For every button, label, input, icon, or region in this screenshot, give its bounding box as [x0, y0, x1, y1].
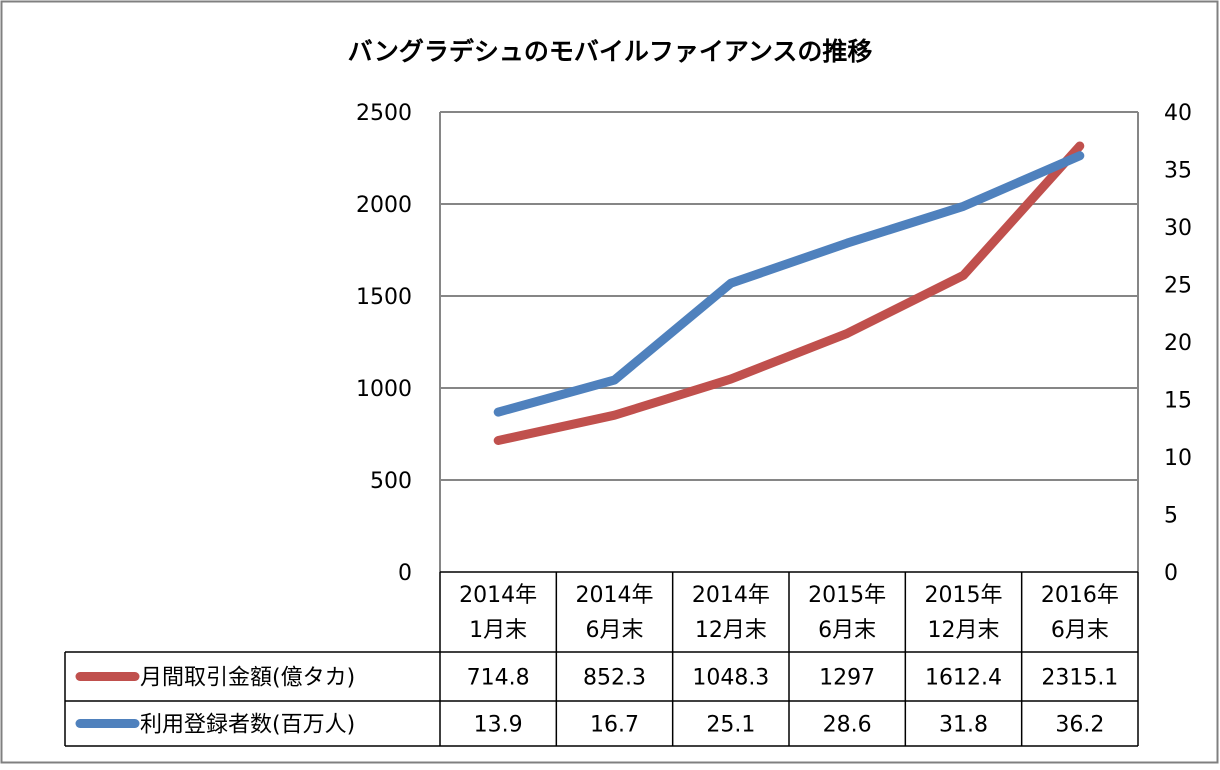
y-left-tick-label: 2500 — [356, 101, 412, 126]
x-category-label: 12月末 — [928, 618, 1000, 643]
y-right-tick-label: 5 — [1164, 504, 1178, 529]
y-right-tick-label: 30 — [1164, 216, 1192, 241]
data-label: 25.1 — [706, 713, 755, 738]
y-right-tick-label: 10 — [1164, 446, 1192, 471]
data-label: 36.2 — [1055, 713, 1104, 738]
chart-title: バングラデシュのモバイルファイアンスの推移 — [348, 37, 873, 66]
data-label: 13.9 — [474, 713, 523, 738]
y-right-tick-label: 40 — [1164, 101, 1192, 126]
x-category-label: 1月末 — [469, 618, 527, 643]
x-category-label: 2014年 — [576, 583, 654, 608]
y-left-tick-label: 2000 — [356, 193, 412, 218]
legend-label: 利用登録者数(百万人) — [140, 713, 355, 738]
x-category-label: 12月末 — [695, 618, 767, 643]
series-line — [493, 141, 1085, 445]
x-category-label: 6月末 — [1051, 618, 1109, 643]
data-label: 1297 — [819, 666, 875, 691]
y-left-tick-label: 500 — [370, 469, 412, 494]
data-table: 月間取引金額(億タカ) 714.8 852.3 1048.3 1297 1612.4 231… — [64, 571, 1139, 747]
y-left-tick-label: 1500 — [356, 285, 412, 310]
data-label: 2315.1 — [1041, 666, 1118, 691]
y-right-tick-label: 35 — [1164, 159, 1192, 184]
data-label: 852.3 — [583, 666, 646, 691]
gridlines — [440, 111, 1138, 481]
y-left-tick-label: 0 — [398, 561, 412, 586]
x-category-label: 6月末 — [818, 618, 876, 643]
y-right-tick-label: 15 — [1164, 389, 1192, 414]
x-category-label: 2014年 — [459, 583, 537, 608]
data-label: 31.8 — [939, 713, 988, 738]
y-right-tick-label: 20 — [1164, 331, 1192, 356]
data-label: 1048.3 — [692, 666, 769, 691]
x-category-label: 2014年 — [692, 583, 770, 608]
data-label: 1612.4 — [925, 666, 1002, 691]
x-category-label: 2016年 — [1041, 583, 1119, 608]
x-category-label: 2015年 — [808, 583, 886, 608]
series-line — [493, 151, 1085, 417]
series-lines — [493, 141, 1085, 445]
x-category-label: 2015年 — [925, 583, 1003, 608]
y-left-tick-label: 1000 — [356, 377, 412, 402]
y-right-tick-label: 25 — [1164, 274, 1192, 299]
x-category-label: 6月末 — [586, 618, 644, 643]
data-label: 28.6 — [823, 713, 872, 738]
axes: 0 500 1000 1500 2000 2500 0 5 10 15 20 25 30 35 40 2014… — [356, 101, 1192, 643]
data-label: 714.8 — [467, 666, 530, 691]
legend-label: 月間取引金額(億タカ) — [140, 666, 355, 691]
y-right-tick-label: 0 — [1164, 561, 1178, 586]
data-label: 16.7 — [590, 713, 639, 738]
